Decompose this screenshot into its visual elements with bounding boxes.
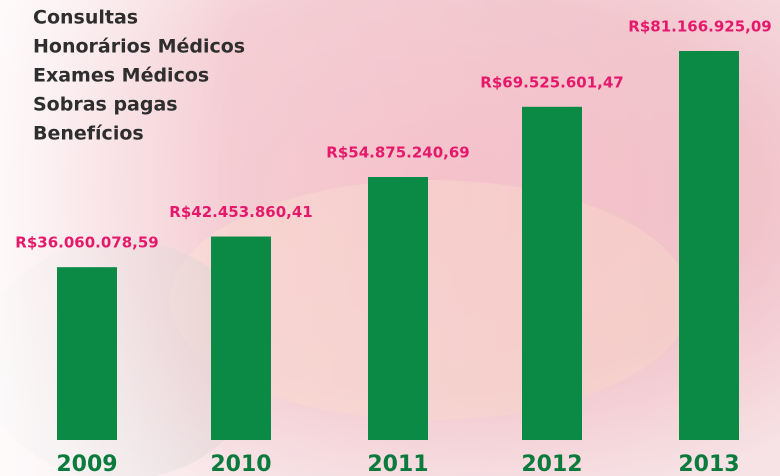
value-label: R$69.525.601,47 [480,73,623,91]
x-tick-label: 2010 [210,452,271,476]
value-label: R$54.875.240,69 [326,144,469,162]
bar [57,267,117,440]
x-tick-label: 2013 [678,452,739,476]
bar [679,51,739,440]
value-label: R$36.060.078,59 [15,234,158,252]
bar [211,236,271,440]
benefit-item: Sobras pagas [33,94,178,116]
x-tick-label: 2011 [367,452,428,476]
benefit-item: Consultas [33,7,138,29]
benefit-item: Exames Médicos [33,65,209,87]
x-tick-label: 2012 [521,452,582,476]
value-label: R$81.166.925,09 [628,18,771,36]
benefit-item: Honorários Médicos [33,36,245,58]
benefit-item: Benefícios [33,123,144,145]
value-label: R$42.453.860,41 [169,203,312,221]
bar [368,177,428,441]
bar [522,106,582,441]
x-tick-label: 2009 [56,452,117,476]
